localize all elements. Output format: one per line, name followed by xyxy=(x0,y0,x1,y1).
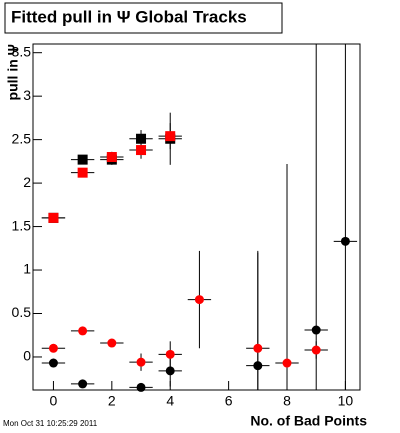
point xyxy=(165,349,175,359)
y-tick-label: 1 xyxy=(23,261,31,277)
y-tick-label: 3.5 xyxy=(12,43,32,59)
y-tick-label: 0.5 xyxy=(12,304,32,320)
chart-title: Fitted pull in Ψ Global Tracks xyxy=(11,7,247,26)
y-axis-label: pull in Ψ xyxy=(5,44,21,100)
x-tick-label: 2 xyxy=(108,393,116,409)
point xyxy=(106,152,117,163)
x-axis-label: No. of Bad Points xyxy=(250,413,367,429)
point xyxy=(78,326,88,336)
x-tick-label: 0 xyxy=(50,393,58,409)
point xyxy=(282,358,292,368)
point xyxy=(78,379,88,389)
point xyxy=(77,154,88,165)
y-tick-label: 3 xyxy=(23,87,31,103)
point xyxy=(340,236,350,246)
point xyxy=(136,133,147,144)
point xyxy=(311,345,321,355)
y-tick-label: 0 xyxy=(23,348,31,364)
x-tick-label: 4 xyxy=(166,393,174,409)
title-box xyxy=(4,2,283,34)
point xyxy=(136,382,146,392)
point xyxy=(107,338,117,348)
point xyxy=(165,131,176,142)
plot-frame xyxy=(32,43,361,391)
point xyxy=(48,212,59,223)
y-tick-label: 1.5 xyxy=(12,217,32,233)
point xyxy=(253,343,263,353)
point xyxy=(136,145,147,156)
y-tick-label: 2 xyxy=(23,174,31,190)
x-tick-label: 10 xyxy=(338,393,354,409)
point xyxy=(136,357,146,367)
x-tick-label: 6 xyxy=(225,393,233,409)
point xyxy=(77,167,88,178)
y-tick-label: 2.5 xyxy=(12,130,32,146)
point xyxy=(48,343,58,353)
point xyxy=(165,366,175,376)
point xyxy=(48,358,58,368)
point xyxy=(194,295,204,305)
point xyxy=(311,325,321,335)
x-tick-label: 8 xyxy=(283,393,291,409)
timestamp: Mon Oct 31 10:25:29 2011 xyxy=(3,419,98,428)
